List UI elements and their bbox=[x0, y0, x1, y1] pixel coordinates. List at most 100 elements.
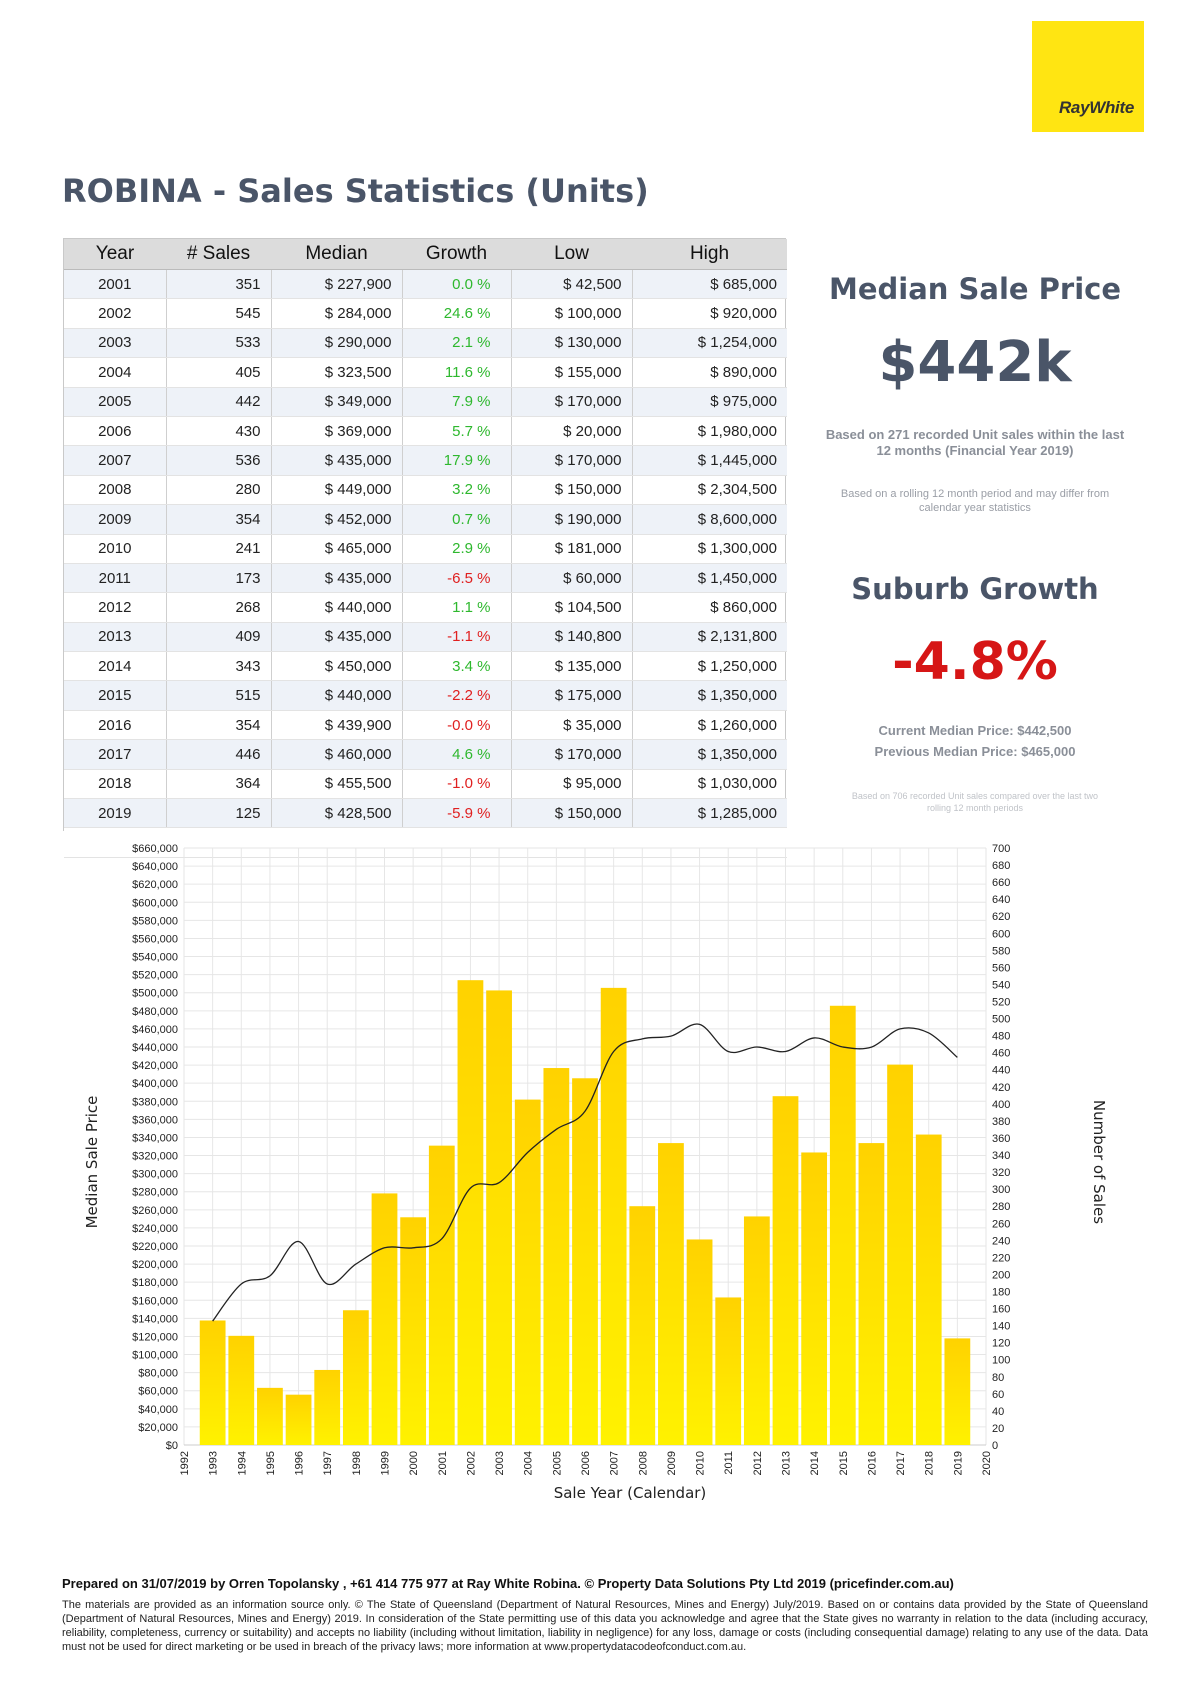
table-cell: 173 bbox=[166, 563, 272, 594]
table-cell: 354 bbox=[166, 710, 272, 741]
left-tick-label: $480,000 bbox=[132, 1006, 178, 1018]
table-row: 2016 354 $ 439,900 -0.0 % $ 35,000 $ 1,260,00… bbox=[64, 710, 787, 741]
right-tick-label: 80 bbox=[992, 1372, 1004, 1384]
table-cell: $ 290,000 bbox=[271, 328, 403, 359]
prepared-by: Prepared on 31/07/2019 by Orren Topolans… bbox=[62, 1576, 954, 1591]
table-cell: $ 170,000 bbox=[511, 445, 633, 476]
table-cell: $ 452,000 bbox=[271, 504, 403, 535]
left-tick-label: $100,000 bbox=[132, 1350, 178, 1362]
sales-bar bbox=[858, 1143, 885, 1445]
x-tick-label: 2013 bbox=[781, 1451, 793, 1475]
left-tick-label: $600,000 bbox=[132, 897, 178, 909]
table-cell: 2001 bbox=[64, 269, 167, 300]
sales-bar bbox=[801, 1152, 828, 1445]
right-tick-label: 500 bbox=[992, 1014, 1010, 1026]
right-tick-label: 540 bbox=[992, 979, 1010, 991]
table-cell: 430 bbox=[166, 416, 272, 447]
table-cell: $ 1,350,000 bbox=[632, 739, 787, 770]
x-tick-label: 2006 bbox=[580, 1451, 592, 1475]
empty-cell bbox=[166, 827, 271, 858]
table-cell: $ 1,250,000 bbox=[632, 651, 787, 682]
table-cell: $ 20,000 bbox=[511, 416, 633, 447]
table-cell: 2.1 % bbox=[402, 328, 512, 359]
table-cell: $ 140,800 bbox=[511, 622, 633, 653]
table-cell: 405 bbox=[166, 357, 272, 388]
table-cell: $ 439,900 bbox=[271, 710, 403, 741]
table-cell: 280 bbox=[166, 475, 272, 506]
sales-bar bbox=[944, 1338, 971, 1445]
sales-bar bbox=[228, 1335, 255, 1445]
column-header: Low bbox=[511, 239, 632, 270]
x-tick-label: 1994 bbox=[236, 1451, 248, 1475]
table-cell: -6.5 % bbox=[402, 563, 512, 594]
empty-cell bbox=[402, 827, 511, 858]
right-tick-label: 20 bbox=[992, 1423, 1004, 1435]
right-tick-label: 420 bbox=[992, 1082, 1010, 1094]
right-tick-label: 680 bbox=[992, 860, 1010, 872]
left-tick-label: $440,000 bbox=[132, 1042, 178, 1054]
table-cell: -0.0 % bbox=[402, 710, 512, 741]
sales-bar bbox=[887, 1064, 913, 1445]
current-median-price: Current Median Price: $442,500 bbox=[878, 723, 1072, 738]
left-tick-label: $300,000 bbox=[132, 1169, 178, 1181]
table-cell: 2014 bbox=[64, 651, 167, 682]
empty-cell bbox=[64, 827, 166, 858]
left-tick-label: $580,000 bbox=[132, 915, 178, 927]
table-cell: $ 181,000 bbox=[511, 534, 633, 564]
left-tick-label: $620,000 bbox=[132, 879, 178, 891]
table-cell: 0.7 % bbox=[402, 504, 512, 535]
table-cell: 2017 bbox=[64, 739, 167, 770]
x-tick-label: 1995 bbox=[265, 1451, 277, 1475]
table-cell: $ 8,600,000 bbox=[632, 504, 787, 535]
left-tick-label: $400,000 bbox=[132, 1078, 178, 1090]
left-tick-label: $240,000 bbox=[132, 1223, 178, 1235]
table-cell: $ 1,285,000 bbox=[632, 798, 787, 829]
right-tick-label: 580 bbox=[992, 945, 1010, 957]
x-axis-label: Sale Year (Calendar) bbox=[554, 1484, 707, 1502]
table-cell: $ 1,980,000 bbox=[632, 416, 787, 447]
sales-bar bbox=[600, 987, 627, 1445]
right-tick-label: 360 bbox=[992, 1133, 1010, 1145]
chart-bars bbox=[199, 980, 971, 1445]
table-cell: $ 60,000 bbox=[511, 563, 633, 594]
x-tick-label: 2016 bbox=[866, 1451, 878, 1475]
table-cell: $ 190,000 bbox=[511, 504, 633, 535]
sales-bar bbox=[572, 1078, 598, 1445]
table-cell: $ 323,500 bbox=[271, 357, 403, 388]
right-tick-label: 600 bbox=[992, 928, 1010, 940]
x-tick-label: 2015 bbox=[838, 1451, 850, 1475]
sales-bar bbox=[428, 1145, 455, 1445]
left-tick-label: $520,000 bbox=[132, 970, 178, 982]
table-cell: 4.6 % bbox=[402, 739, 512, 770]
rolling-note: Based on a rolling 12 month period and m… bbox=[840, 488, 1110, 514]
table-cell: $ 95,000 bbox=[511, 769, 633, 800]
table-cell: 3.4 % bbox=[402, 651, 512, 682]
column-header: # Sales bbox=[166, 239, 271, 270]
median-note: Based on 271 recorded Unit sales within … bbox=[825, 427, 1125, 458]
sales-bar bbox=[457, 980, 484, 1445]
x-axis-ticks: 1992 1993 1994 1995 1996 1997 1998 1999 2000 2001… bbox=[179, 1451, 993, 1475]
table-row: 2006 430 $ 369,000 5.7 % $ 20,000 $ 1,980,000 bbox=[64, 416, 787, 447]
table-cell: $ 920,000 bbox=[632, 298, 787, 329]
table-cell: 515 bbox=[166, 680, 272, 711]
left-axis-ticks: $0 $20,000 $40,000 $60,000 $80,000 $100,000 $1… bbox=[132, 843, 178, 1452]
x-tick-label: 2003 bbox=[494, 1451, 506, 1475]
sales-bar bbox=[543, 1068, 570, 1445]
table-row: 2010 241 $ 465,000 2.9 % $ 181,000 $ 1,300,00… bbox=[64, 534, 787, 564]
table-cell: $ 104,500 bbox=[511, 592, 633, 623]
right-axis-label: Number of Sales bbox=[1090, 1100, 1108, 1224]
right-tick-label: 400 bbox=[992, 1099, 1010, 1111]
median-prices: Current Median Price: $442,500 Previous … bbox=[800, 720, 1150, 762]
median-sale-price-value: $442k bbox=[878, 330, 1072, 395]
table-cell: $ 465,000 bbox=[271, 534, 403, 564]
column-header: Median bbox=[271, 239, 402, 270]
left-tick-label: $340,000 bbox=[132, 1132, 178, 1144]
left-tick-label: $40,000 bbox=[138, 1404, 178, 1416]
x-tick-label: 2014 bbox=[809, 1451, 821, 1475]
sales-bar bbox=[285, 1394, 312, 1445]
table-row: 2012 268 $ 440,000 1.1 % $ 104,500 $ 860,000 bbox=[64, 592, 787, 623]
ray-white-logo: RayWhite bbox=[1032, 21, 1144, 132]
table-cell: 125 bbox=[166, 798, 272, 829]
table-cell: 2011 bbox=[64, 563, 167, 594]
left-tick-label: $160,000 bbox=[132, 1295, 178, 1307]
